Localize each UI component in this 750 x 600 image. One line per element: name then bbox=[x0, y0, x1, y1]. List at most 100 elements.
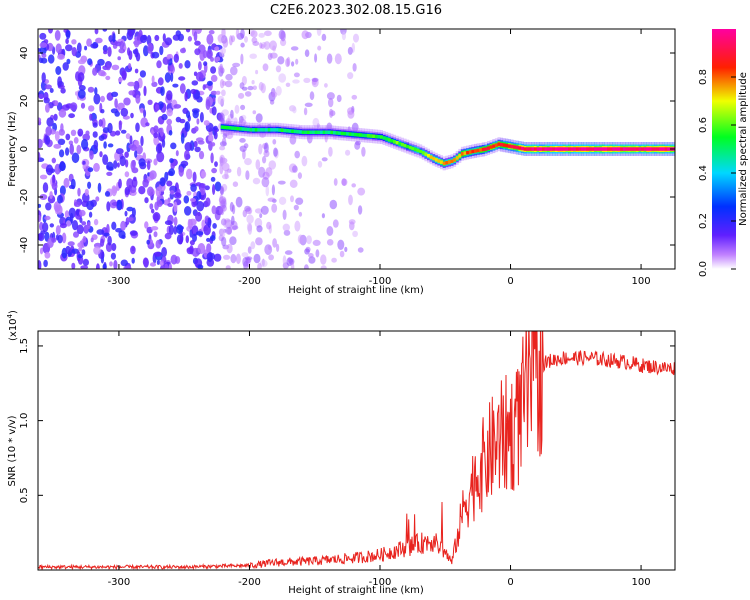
heatmap-noise-blob bbox=[206, 33, 214, 45]
heatmap-noise-blob bbox=[285, 82, 291, 88]
heatmap-noise-blob bbox=[166, 118, 172, 126]
heatmap-noise-blob bbox=[193, 31, 198, 42]
heatmap-noise-blob bbox=[328, 97, 334, 108]
heatmap-noise-blob bbox=[102, 45, 108, 52]
heatmap-noise-blob bbox=[259, 259, 268, 268]
heatmap-noise-blob bbox=[238, 92, 245, 99]
heatmap-noise-blob bbox=[244, 158, 252, 166]
heatmap-noise-blob bbox=[100, 109, 105, 114]
heatmap-noise-blob bbox=[351, 94, 358, 100]
heatmap-signal-cell bbox=[275, 128, 279, 132]
heatmap-signal-cell bbox=[343, 131, 347, 136]
heatmap-noise-blob bbox=[40, 230, 46, 235]
heatmap-noise-blob bbox=[195, 71, 204, 82]
heatmap-noise-blob bbox=[104, 191, 111, 197]
heatmap-noise-blob bbox=[96, 263, 100, 269]
heatmap-noise-blob bbox=[352, 230, 358, 238]
heatmap-noise-blob bbox=[39, 247, 44, 255]
heatmap-noise-blob bbox=[347, 72, 354, 80]
heatmap-noise-blob bbox=[178, 63, 183, 69]
heatmap-noise-blob bbox=[49, 223, 54, 228]
heatmap-noise-blob bbox=[86, 38, 92, 47]
heatmap-noise-blob bbox=[221, 228, 226, 238]
heatmap-signal-cell bbox=[419, 149, 423, 154]
heatmap-signal-cell bbox=[252, 128, 256, 132]
heatmap-noise-blob bbox=[236, 166, 242, 177]
heatmap-signal-cell bbox=[656, 147, 660, 151]
heatmap-noise-blob bbox=[212, 97, 216, 103]
heatmap-noise-blob bbox=[170, 254, 178, 265]
heatmap-signal-cell bbox=[596, 147, 600, 151]
heatmap-noise-blob bbox=[114, 98, 118, 109]
heatmap-noise-blob bbox=[282, 255, 287, 266]
heatmap-signal-cell bbox=[544, 147, 548, 151]
heatmap-noise-blob bbox=[129, 135, 133, 146]
heatmap-noise-blob bbox=[81, 249, 86, 256]
heatmap-noise-blob bbox=[303, 77, 311, 83]
heatmap-noise-blob bbox=[66, 220, 71, 227]
heatmap-signal-cell bbox=[620, 147, 624, 151]
heatmap-signal-cell bbox=[460, 152, 464, 156]
heatmap-signal-cell bbox=[369, 134, 373, 138]
heatmap-noise-blob bbox=[113, 160, 118, 169]
heatmap-noise-blob bbox=[183, 195, 190, 204]
heatmap-noise-blob bbox=[42, 222, 49, 233]
heatmap-noise-blob bbox=[247, 223, 253, 235]
heatmap-noise-blob bbox=[214, 46, 220, 52]
heatmap-noise-blob bbox=[191, 247, 200, 257]
heatmap-noise-blob bbox=[291, 61, 295, 67]
heatmap-noise-blob bbox=[125, 133, 131, 140]
heatmap-signal-cell bbox=[635, 147, 639, 151]
heatmap-noise-blob bbox=[100, 95, 105, 103]
heatmap-signal-cell bbox=[416, 148, 420, 153]
heatmap-noise-blob bbox=[54, 100, 59, 107]
heatmap-signal-cell bbox=[226, 125, 229, 130]
heatmap-noise-blob bbox=[116, 199, 123, 211]
heatmap-noise-blob bbox=[208, 30, 215, 35]
heatmap-noise-blob bbox=[207, 217, 212, 229]
heatmap-signal-cell bbox=[654, 147, 658, 151]
heatmap-noise-blob bbox=[210, 152, 214, 164]
heatmap-noise-blob bbox=[196, 201, 205, 212]
heatmap-noise-blob bbox=[240, 42, 245, 48]
heatmap-noise-blob bbox=[243, 261, 248, 269]
y-tick-label: 0.5 bbox=[19, 487, 30, 503]
heatmap-noise-blob bbox=[55, 66, 62, 75]
heatmap-noise-blob bbox=[184, 150, 190, 161]
heatmap-noise-blob bbox=[239, 82, 245, 89]
heatmap-noise-blob bbox=[51, 237, 57, 243]
heatmap-noise-blob bbox=[260, 205, 269, 215]
heatmap-noise-blob bbox=[277, 56, 285, 65]
heatmap-signal-cell bbox=[366, 134, 370, 138]
heatmap-x-axis-label: Height of straight line (km) bbox=[288, 285, 424, 296]
heatmap-noise-blob bbox=[142, 178, 149, 188]
heatmap-signal-cell bbox=[262, 128, 266, 132]
heatmap-signal-cell bbox=[372, 134, 376, 138]
heatmap-signal-cell bbox=[575, 147, 579, 151]
heatmap-noise-blob bbox=[143, 109, 147, 118]
heatmap-signal-cell bbox=[481, 147, 485, 152]
heatmap-signal-cell bbox=[455, 156, 459, 160]
heatmap-signal-cell bbox=[440, 160, 443, 164]
heatmap-noise-blob bbox=[147, 186, 154, 197]
heatmap-noise-blob bbox=[249, 53, 257, 59]
heatmap-noise-blob bbox=[65, 38, 69, 45]
heatmap-signal-cell bbox=[223, 125, 227, 130]
heatmap-signal-cell bbox=[254, 128, 258, 132]
heatmap-noise-blob bbox=[190, 183, 197, 192]
heatmap-signal-cell bbox=[408, 145, 412, 150]
heatmap-noise-blob bbox=[227, 168, 232, 173]
heatmap-noise-blob bbox=[78, 85, 86, 91]
heatmap-noise-blob bbox=[38, 233, 43, 240]
heatmap-noise-blob bbox=[217, 95, 225, 105]
heatmap-signal-cell bbox=[568, 147, 571, 151]
heatmap-noise-blob bbox=[211, 167, 218, 174]
heatmap-signal-cell bbox=[578, 147, 582, 151]
heatmap-noise-blob bbox=[265, 167, 273, 177]
heatmap-signal-cell bbox=[291, 129, 295, 133]
heatmap-noise-blob bbox=[173, 201, 178, 213]
heatmap-y-ticks: -40 -20 0 20 40 bbox=[19, 47, 675, 253]
heatmap-noise-blob bbox=[76, 144, 82, 155]
colorbar-tick-label: 0.6 bbox=[698, 117, 709, 133]
colorbar-ticks: 0.0 0.2 0.4 0.6 0.8 bbox=[698, 69, 736, 277]
